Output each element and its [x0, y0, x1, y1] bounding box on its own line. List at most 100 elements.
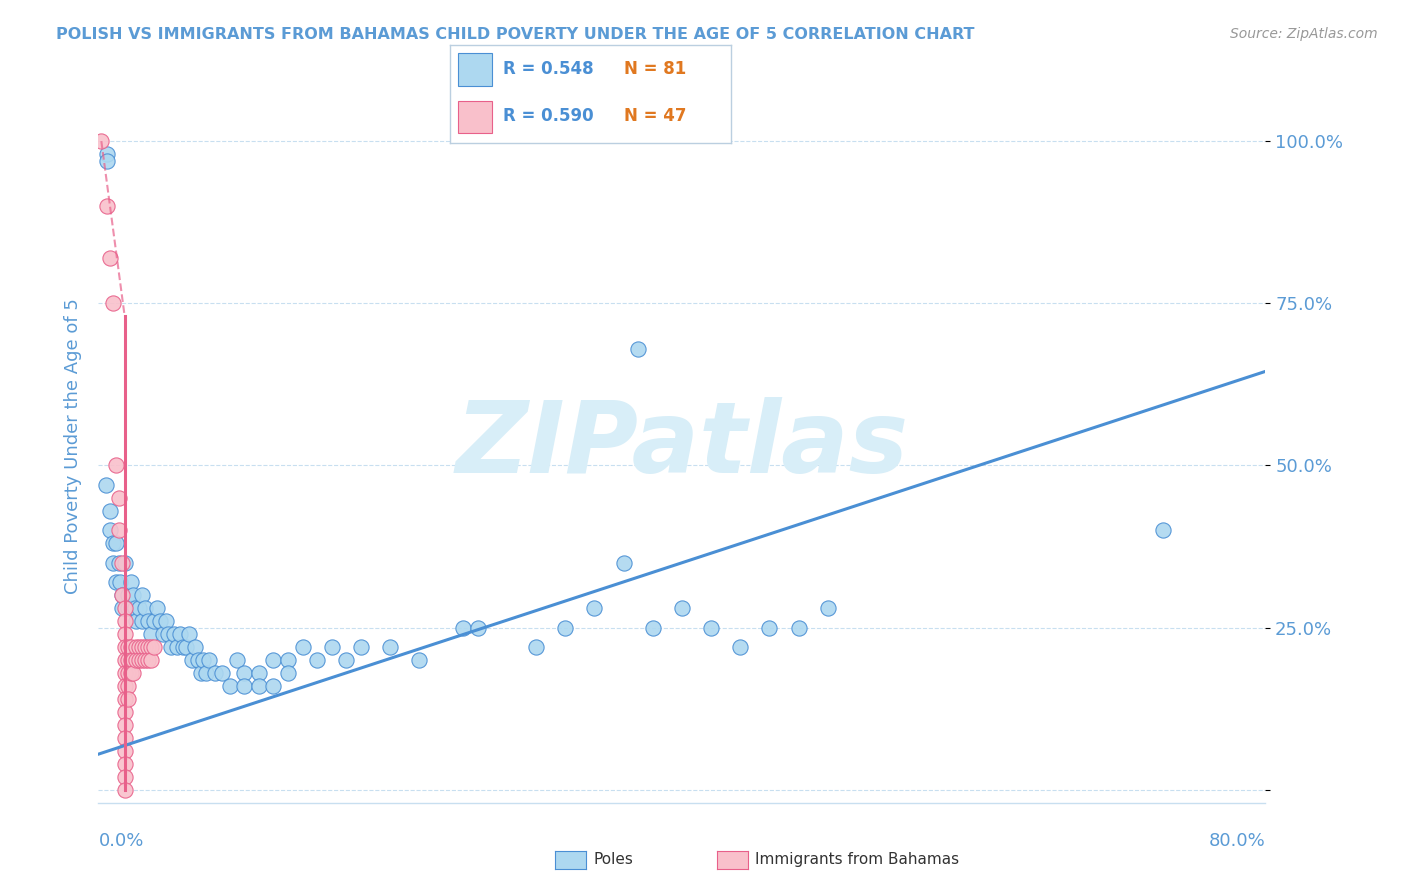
- Point: [554, 621, 576, 635]
- Point: [139, 627, 162, 641]
- Point: [247, 666, 270, 681]
- Point: [128, 601, 150, 615]
- Point: [128, 653, 150, 667]
- Point: [157, 627, 180, 641]
- Text: N = 81: N = 81: [624, 60, 686, 78]
- Point: [117, 653, 139, 667]
- Text: 80.0%: 80.0%: [1209, 831, 1265, 849]
- Point: [120, 653, 142, 667]
- Point: [114, 731, 136, 745]
- Point: [226, 653, 249, 667]
- Point: [627, 342, 650, 356]
- Point: [247, 679, 270, 693]
- Point: [612, 556, 634, 570]
- Point: [101, 556, 124, 570]
- Text: POLISH VS IMMIGRANTS FROM BAHAMAS CHILD POVERTY UNDER THE AGE OF 5 CORRELATION C: POLISH VS IMMIGRANTS FROM BAHAMAS CHILD …: [56, 27, 974, 42]
- Point: [117, 640, 139, 654]
- Point: [291, 640, 314, 654]
- Point: [108, 491, 131, 505]
- Point: [101, 296, 124, 310]
- FancyBboxPatch shape: [458, 101, 492, 133]
- Point: [321, 640, 343, 654]
- Point: [155, 614, 177, 628]
- Point: [277, 653, 299, 667]
- Point: [104, 458, 127, 473]
- Point: [98, 524, 121, 538]
- Point: [218, 679, 240, 693]
- Point: [96, 199, 118, 213]
- Point: [134, 640, 156, 654]
- Point: [122, 588, 145, 602]
- Point: [111, 556, 134, 570]
- Text: ZIPatlas: ZIPatlas: [456, 398, 908, 494]
- Point: [101, 536, 124, 550]
- Point: [131, 588, 153, 602]
- Point: [117, 692, 139, 706]
- Point: [730, 640, 752, 654]
- Point: [262, 653, 284, 667]
- Point: [114, 614, 136, 628]
- Point: [163, 627, 186, 641]
- Text: R = 0.548: R = 0.548: [503, 60, 593, 78]
- Point: [117, 666, 139, 681]
- Point: [146, 601, 169, 615]
- Point: [108, 556, 131, 570]
- Point: [193, 653, 215, 667]
- Point: [125, 653, 148, 667]
- Point: [124, 601, 146, 615]
- Point: [96, 147, 118, 161]
- Point: [152, 627, 174, 641]
- Point: [111, 588, 134, 602]
- Point: [111, 601, 134, 615]
- Point: [117, 679, 139, 693]
- Point: [177, 627, 200, 641]
- Point: [90, 134, 112, 148]
- Point: [128, 640, 150, 654]
- Point: [131, 653, 153, 667]
- Point: [198, 653, 221, 667]
- Point: [122, 653, 145, 667]
- Point: [120, 640, 142, 654]
- Point: [114, 679, 136, 693]
- Point: [180, 653, 202, 667]
- Point: [120, 666, 142, 681]
- Point: [169, 627, 191, 641]
- Point: [125, 614, 148, 628]
- Point: [114, 640, 136, 654]
- Point: [114, 718, 136, 732]
- Point: [149, 614, 172, 628]
- Point: [114, 744, 136, 758]
- Point: [122, 666, 145, 681]
- Point: [142, 640, 165, 654]
- Point: [125, 640, 148, 654]
- Point: [160, 640, 183, 654]
- Point: [98, 251, 121, 265]
- Text: 0.0%: 0.0%: [98, 831, 143, 849]
- Point: [134, 653, 156, 667]
- Point: [117, 588, 139, 602]
- Point: [114, 653, 136, 667]
- Point: [114, 556, 136, 570]
- Point: [166, 640, 188, 654]
- Point: [131, 614, 153, 628]
- Point: [174, 640, 197, 654]
- Point: [277, 666, 299, 681]
- Point: [700, 621, 723, 635]
- Point: [114, 782, 136, 797]
- Point: [139, 653, 162, 667]
- FancyBboxPatch shape: [458, 54, 492, 86]
- Point: [104, 536, 127, 550]
- Point: [524, 640, 547, 654]
- Point: [183, 640, 205, 654]
- Point: [758, 621, 780, 635]
- Point: [307, 653, 329, 667]
- Point: [350, 640, 373, 654]
- Point: [139, 640, 162, 654]
- Point: [195, 666, 218, 681]
- Point: [817, 601, 839, 615]
- Point: [120, 601, 142, 615]
- Text: N = 47: N = 47: [624, 107, 686, 125]
- Point: [233, 666, 256, 681]
- Point: [136, 640, 159, 654]
- Point: [104, 575, 127, 590]
